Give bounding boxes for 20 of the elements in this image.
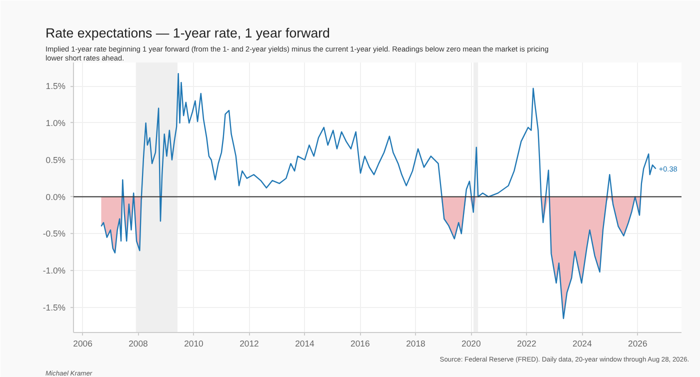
- x-tick-label: 2024: [572, 338, 592, 348]
- x-tick-label: 2026: [628, 338, 648, 348]
- x-tick-label: 2012: [240, 338, 260, 348]
- x-tick-label: 2020: [462, 338, 481, 348]
- y-tick-label: -1.0%: [42, 266, 66, 276]
- y-tick-label: -0.5%: [42, 228, 66, 239]
- line-series: [100, 72, 656, 320]
- x-tick-label: 2010: [184, 338, 204, 348]
- y-tick-label: 0.5%: [46, 154, 66, 165]
- x-tick-label: 2014: [295, 338, 315, 348]
- y-tick-label: 1.0%: [46, 118, 66, 128]
- y-tick-label: 1.5%: [46, 81, 66, 92]
- chart-title: Rate expectations — 1-year rate, 1 year forward: [46, 26, 330, 40]
- x-tick-label: 2008: [128, 338, 148, 348]
- x-tick-label: 2022: [517, 338, 537, 348]
- x-tick-label: 2006: [73, 338, 93, 348]
- x-tick-label: 2016: [350, 338, 370, 348]
- y-tick-label: -1.5%: [42, 302, 66, 312]
- x-tick-label: 2018: [406, 338, 426, 348]
- y-tick-label: 0.0%: [46, 192, 66, 202]
